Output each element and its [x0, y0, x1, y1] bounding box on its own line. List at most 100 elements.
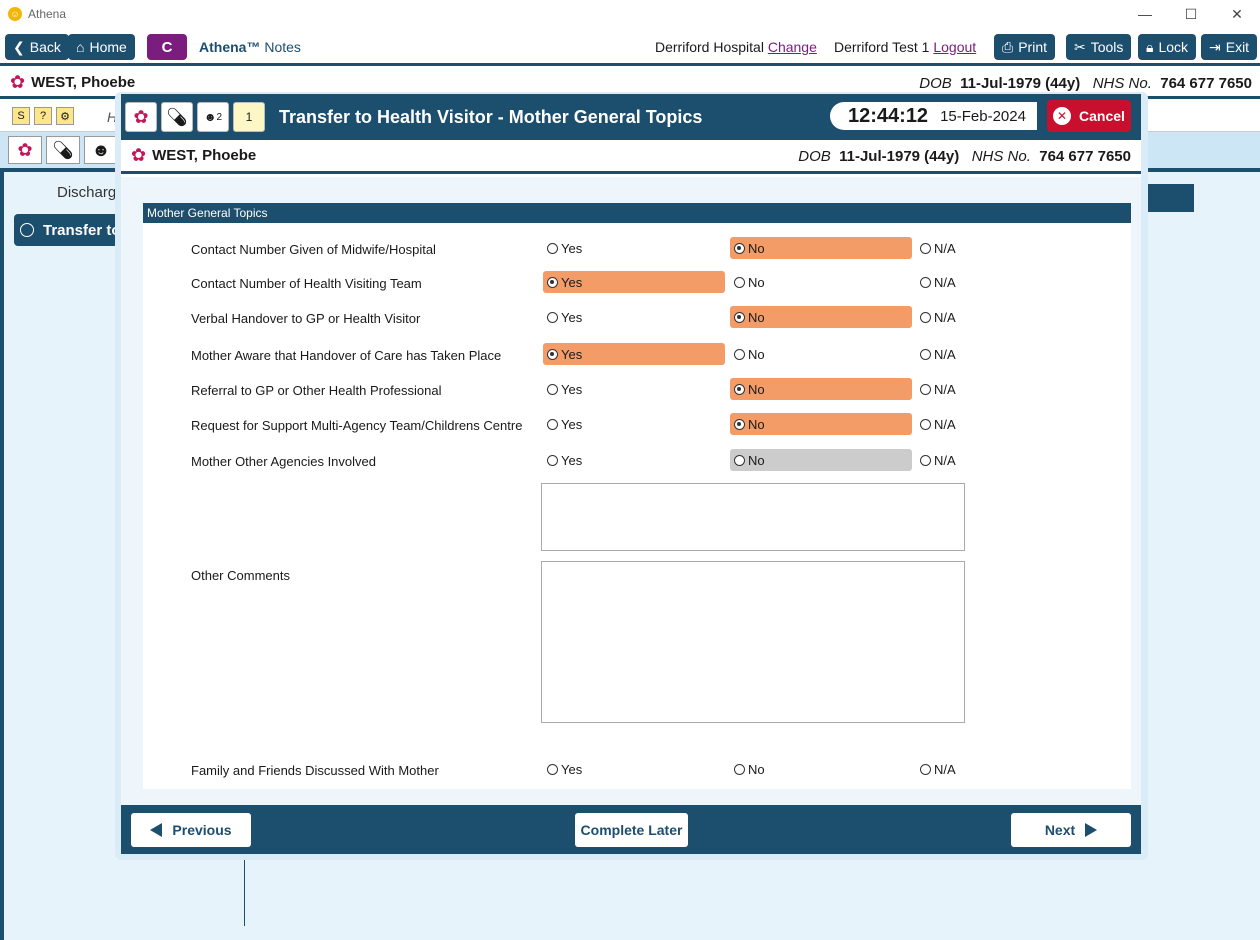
radio-icon [734, 242, 745, 254]
medication-pill-icon[interactable]: 💊︎ [161, 102, 193, 132]
question-alert-icon[interactable]: ? [34, 107, 52, 125]
flower-icon[interactable]: ✿ [8, 136, 42, 164]
minimize-button[interactable]: — [1138, 6, 1152, 22]
question-label: Contact Number Given of Midwife/Hospital [191, 242, 436, 257]
question-row: Mother Aware that Handover of Care has T… [143, 343, 1131, 367]
question-row: Contact Number of Health Visiting Team Ye… [143, 271, 1131, 295]
option-no[interactable]: No [730, 758, 912, 780]
option-no[interactable]: No [730, 237, 912, 259]
option-na[interactable]: N/A [916, 413, 1098, 435]
option-yes[interactable]: Yes [543, 758, 725, 780]
transfer-tab[interactable]: Transfer to [14, 214, 124, 246]
question-row: Verbal Handover to GP or Health Visitor Y… [143, 306, 1131, 330]
option-no[interactable]: No [730, 378, 912, 400]
exit-button[interactable]: ⇥ Exit [1201, 34, 1258, 60]
question-row: Contact Number Given of Midwife/Hospital… [143, 237, 1131, 261]
notes-label: Athena™ Notes [199, 39, 301, 55]
medication-pill-icon[interactable]: 💊︎ [46, 136, 80, 164]
app-title: Athena [28, 7, 67, 21]
tools-button[interactable]: ✂ Tools [1066, 34, 1132, 60]
option-yes[interactable]: Yes [543, 449, 725, 471]
radio-icon [547, 418, 558, 430]
radio-icon [734, 311, 745, 323]
radio-icon [547, 454, 558, 466]
option-yes[interactable]: Yes [543, 413, 725, 435]
close-icon: ✕ [1053, 107, 1072, 125]
flower-icon[interactable]: ✿ [125, 102, 157, 132]
other-agencies-textarea[interactable] [541, 483, 965, 551]
option-na[interactable]: N/A [916, 758, 1098, 780]
radio-icon [547, 276, 558, 288]
radio-icon [547, 763, 558, 775]
divider [244, 858, 245, 926]
option-no[interactable]: No [730, 449, 912, 471]
exit-icon: ⇥ [1209, 38, 1221, 55]
dialog-footer: Previous Complete Later Next [121, 805, 1141, 854]
question-row-family-friends: Family and Friends Discussed With Mother… [143, 758, 1131, 782]
close-window-button[interactable]: ✕ [1231, 5, 1243, 22]
option-no[interactable]: No [730, 343, 912, 365]
radio-icon [734, 418, 745, 430]
hospital-info: Derriford Hospital Change [655, 39, 817, 55]
user-info: Derriford Test 1 Logout [834, 39, 977, 55]
option-yes[interactable]: Yes [543, 378, 725, 400]
question-label: Mother Aware that Handover of Care has T… [191, 348, 502, 363]
option-yes[interactable]: Yes [543, 271, 725, 293]
discharge-label: Discharg [57, 184, 117, 201]
patient-details: DOB 11-Jul-1979 (44y) NHS No. 764 677 76… [919, 75, 1252, 92]
option-na[interactable]: N/A [916, 237, 1098, 259]
other-comments-label: Other Comments [191, 568, 290, 583]
window-titlebar: ☺ Athena — ☐ ✕ [0, 0, 1260, 28]
calendar-icon[interactable]: 1 [233, 102, 265, 132]
radio-icon [20, 223, 34, 237]
mother-general-topics-panel: Mother General Topics Contact Number Giv… [143, 203, 1131, 789]
s-alert-icon[interactable]: S [12, 107, 30, 125]
option-na[interactable]: N/A [916, 343, 1098, 365]
change-hospital-link[interactable]: Change [767, 39, 817, 55]
print-button[interactable]: ⎙ Print [994, 34, 1055, 60]
person-badge-icon[interactable]: ☻ 2 [197, 102, 229, 132]
gear-alert-icon[interactable]: ⚙ [56, 107, 74, 125]
option-yes[interactable]: Yes [543, 306, 725, 328]
cancel-button[interactable]: ✕ Cancel [1047, 100, 1131, 132]
option-no[interactable]: No [730, 413, 912, 435]
maximize-button[interactable]: ☐ [1184, 5, 1198, 22]
home-icon: ⌂ [76, 39, 85, 55]
option-na[interactable]: N/A [916, 271, 1098, 293]
tools-icon: ✂ [1074, 38, 1086, 55]
option-no[interactable]: No [730, 271, 912, 293]
other-comments-textarea[interactable] [541, 561, 965, 723]
option-yes[interactable]: Yes [543, 237, 725, 259]
printer-icon: ⎙ [1002, 38, 1014, 55]
option-yes[interactable]: Yes [543, 343, 725, 365]
section-header: Mother General Topics [143, 203, 1131, 223]
radio-icon [734, 276, 745, 288]
radio-icon [920, 348, 931, 360]
dialog-patient-banner: ✿ WEST, Phoebe DOB 11-Jul-1979 (44y) NHS… [121, 140, 1141, 174]
radio-icon [920, 418, 931, 430]
next-button[interactable]: Next [1011, 813, 1131, 847]
back-button[interactable]: ❮ Back [5, 34, 69, 60]
option-na[interactable]: N/A [916, 306, 1098, 328]
question-label: Mother Other Agencies Involved [191, 454, 376, 469]
complete-later-button[interactable]: Complete Later [575, 813, 688, 847]
option-no[interactable]: No [730, 306, 912, 328]
question-row: Referral to GP or Other Health Professio… [143, 378, 1131, 402]
c-button[interactable]: C [147, 34, 187, 60]
logout-link[interactable]: Logout [933, 39, 977, 55]
radio-icon [547, 242, 558, 254]
lock-button[interactable]: 🔒︎ Lock [1138, 34, 1197, 60]
dialog-header: ✿ 💊︎ ☻ 2 1 Transfer to Health Visitor - M… [121, 94, 1141, 140]
previous-button[interactable]: Previous [131, 813, 251, 847]
dialog-body: Mother General Topics Contact Number Giv… [121, 177, 1141, 805]
clock-display: 12:44:12 15-Feb-2024 [830, 102, 1037, 130]
question-label: Verbal Handover to GP or Health Visitor [191, 311, 421, 326]
person-icon[interactable]: ☻ [84, 136, 118, 164]
option-na[interactable]: N/A [916, 449, 1098, 471]
radio-icon [547, 348, 558, 360]
radio-icon [920, 276, 931, 288]
radio-icon [920, 311, 931, 323]
transfer-dialog: ✿ 💊︎ ☻ 2 1 Transfer to Health Visitor - M… [115, 92, 1148, 860]
option-na[interactable]: N/A [916, 378, 1098, 400]
home-button[interactable]: ⌂ Home [68, 34, 135, 60]
